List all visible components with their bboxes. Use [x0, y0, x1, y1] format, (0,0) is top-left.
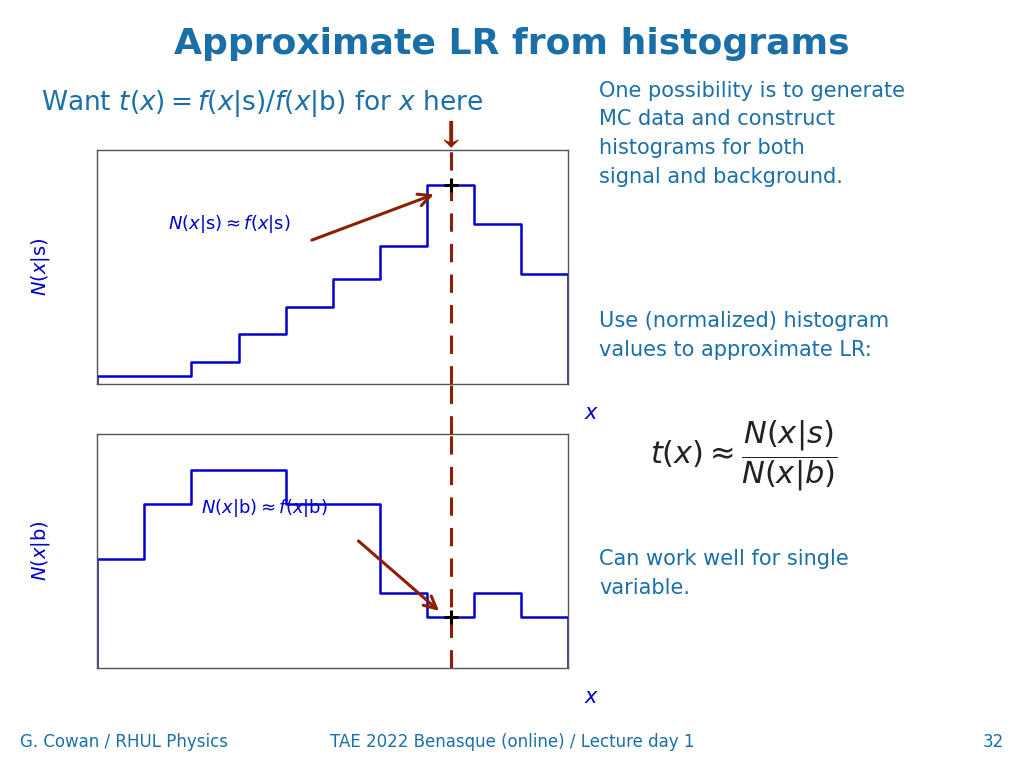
Text: G. Cowan / RHUL Physics: G. Cowan / RHUL Physics	[20, 733, 228, 751]
Text: $x$: $x$	[584, 687, 599, 707]
Text: Approximate LR from histograms: Approximate LR from histograms	[174, 27, 850, 61]
Text: Can work well for single
variable.: Can work well for single variable.	[599, 549, 849, 598]
Text: $N(x|\mathrm{b})$: $N(x|\mathrm{b})$	[30, 521, 52, 581]
Text: 32: 32	[982, 733, 1004, 751]
Text: $N(x|\mathrm{s}) \approx f(x|\mathrm{s})$: $N(x|\mathrm{s}) \approx f(x|\mathrm{s})…	[168, 214, 291, 235]
Text: $N(x|\mathrm{s})$: $N(x|\mathrm{s})$	[30, 237, 52, 296]
Text: Use (normalized) histogram
values to approximate LR:: Use (normalized) histogram values to app…	[599, 311, 889, 360]
Text: One possibility is to generate
MC data and construct
histograms for both
signal : One possibility is to generate MC data a…	[599, 81, 905, 187]
Text: TAE 2022 Benasque (online) / Lecture day 1: TAE 2022 Benasque (online) / Lecture day…	[330, 733, 694, 751]
Text: $t(x) \approx \dfrac{N(x|s)}{N(x|b)}$: $t(x) \approx \dfrac{N(x|s)}{N(x|b)}$	[650, 419, 838, 493]
Text: ↓: ↓	[435, 119, 466, 153]
Text: $N(x|\mathrm{b}) \approx f(x|\mathrm{b})$: $N(x|\mathrm{b}) \approx f(x|\mathrm{b})…	[201, 498, 328, 519]
Text: $x$: $x$	[584, 403, 599, 423]
Text: Want $t(x) = f(x|\mathrm{s})/f(x|\mathrm{b})$ for $x$ here: Want $t(x) = f(x|\mathrm{s})/f(x|\mathrm…	[41, 88, 483, 119]
